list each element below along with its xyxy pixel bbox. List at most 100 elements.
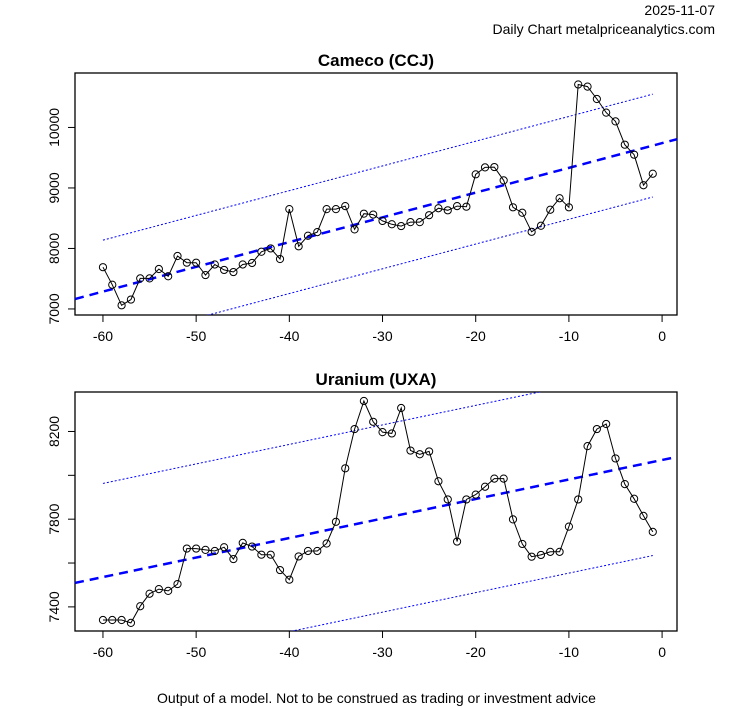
data-point [126,295,136,304]
data-point [257,247,266,256]
chart-title: Cameco (CCJ) [318,51,434,70]
x-tick-label: -20 [466,328,486,344]
data-point [527,552,536,561]
upper-band [102,93,653,241]
data-point [220,265,229,275]
data-point [229,554,238,564]
y-tick-label: 7400 [46,591,62,622]
x-tick-label: 0 [658,328,666,344]
y-tick-label: 8000 [46,233,62,264]
x-tick-label: -40 [279,644,299,660]
data-point [471,170,480,179]
data-point [247,542,257,551]
data-point [294,552,303,561]
upper-band [102,392,543,484]
price-line [103,399,654,624]
data-point [98,615,108,625]
data-point [518,539,527,549]
data-point [620,140,629,149]
data-point [108,280,117,289]
x-tick-label: -20 [466,644,486,660]
data-point [443,206,452,215]
data-point [117,615,126,625]
data-point [574,495,583,504]
regression-line [75,455,677,585]
data-point [359,396,368,406]
y-tick-label: 10000 [46,108,62,147]
data-point [555,547,564,556]
data-point [359,209,368,218]
data-point [480,482,490,491]
data-point [602,108,611,117]
data-point [341,202,350,211]
x-tick-label: 0 [658,644,666,660]
chart-title: Uranium (UXA) [316,370,437,389]
data-point [630,494,639,503]
data-point [434,204,443,213]
chart-source: Daily Chart metalpriceanalytics.com [492,21,715,37]
data-point [341,464,350,473]
data-point [173,579,182,589]
data-point [229,267,238,277]
plot-frame [74,391,678,632]
data-point [536,221,546,230]
x-tick-label: -10 [559,644,579,660]
data-point [182,544,191,553]
data-point [98,263,108,272]
data-point [583,82,592,91]
data-point [136,602,145,611]
data-point [592,94,601,104]
chart-1: Uranium (UXA) -60 -50 -40 -30 -20 -10 0 7400 7800… [46,370,678,660]
data-point [154,585,163,594]
data-point [275,254,285,264]
data-point [462,202,471,211]
x-tick-label: -30 [372,328,392,344]
data-point [648,169,657,178]
data-point [611,454,620,463]
data-point [238,260,247,269]
plot-area [75,80,677,315]
data-point [145,589,154,598]
data-point [378,216,387,226]
y-tick-label: 8200 [46,416,62,447]
data-point [210,546,219,556]
data-point [117,301,126,310]
data-point [611,117,620,126]
data-point [425,211,434,220]
data-point [462,495,471,504]
x-tick-label: -50 [186,644,206,660]
y-tick-label: 9000 [46,172,62,203]
data-point [285,205,294,214]
data-point [620,479,629,489]
data-point [247,258,257,268]
data-point [164,586,173,595]
x-tick-label: -60 [93,644,113,660]
data-point [108,615,117,625]
y-tick-label: 7000 [46,293,62,324]
data-point [592,424,601,434]
data-point [518,208,527,217]
data-point [415,450,424,459]
plot-frame [74,72,678,316]
data-point [201,545,210,554]
data-point [182,258,191,267]
data-point [471,490,480,499]
data-point [285,575,294,584]
data-point [220,543,229,552]
chart-0: Cameco (CCJ) -60 -50 -40 -30 -20 -10 0 7000 8000 9… [46,51,678,344]
data-point [378,428,387,437]
data-point [387,220,396,229]
price-line [102,83,654,307]
data-point [257,550,266,559]
data-point [136,274,145,283]
data-point [210,260,219,269]
data-point [527,227,536,236]
data-point [443,495,452,504]
data-point [490,474,499,483]
data-point [434,477,443,486]
chart-date: 2025-11-07 [644,2,715,18]
lower-band [290,555,653,631]
data-point [350,225,359,234]
data-point [508,515,518,524]
